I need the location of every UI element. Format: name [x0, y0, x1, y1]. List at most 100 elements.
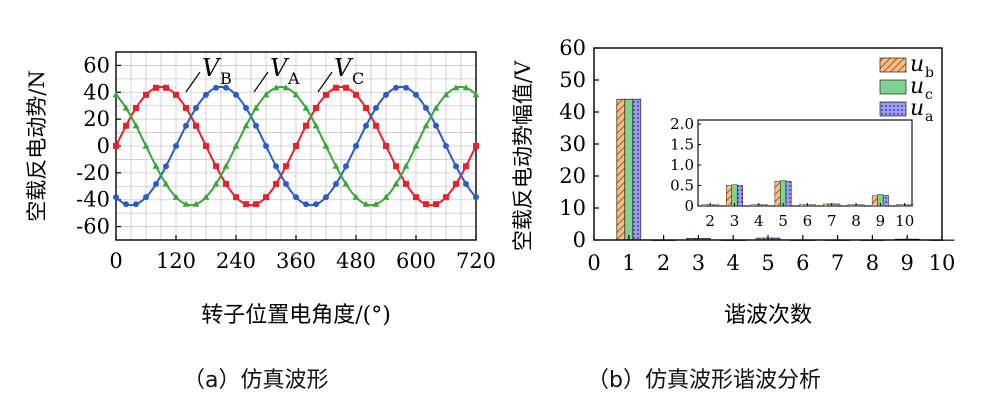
inset-bar-a-h8 [858, 204, 865, 207]
point-b [413, 91, 419, 98]
point-b [203, 91, 209, 98]
point-c [372, 200, 380, 207]
x-tick-label: 0 [587, 251, 600, 275]
point-a [293, 143, 299, 149]
point-b [453, 163, 459, 170]
point-c [332, 162, 340, 169]
point-b [443, 143, 449, 149]
point-c [352, 193, 360, 200]
point-b [303, 201, 309, 208]
point-c [302, 104, 310, 111]
x-tick-label: 360 [276, 249, 316, 273]
point-a [243, 201, 249, 208]
point-b [183, 122, 189, 129]
x-axis-label: 转子位置电角度/(°) [201, 303, 391, 328]
point-c [292, 91, 300, 98]
point-a [123, 122, 129, 129]
y-tick-label: 40 [83, 80, 110, 104]
x-tick-label: 4 [727, 251, 740, 275]
point-b [133, 201, 139, 208]
point-c [172, 193, 180, 200]
x-tick-label: 0 [109, 249, 122, 273]
y-tick-label: 60 [83, 53, 110, 77]
point-c [452, 84, 460, 91]
point-c [432, 104, 440, 111]
x-tick-label: 6 [796, 251, 809, 275]
inset-bar-b-h10 [896, 204, 903, 207]
point-a [273, 180, 279, 187]
bar-a-h1 [632, 98, 642, 241]
x-tick-label: 8 [866, 251, 879, 275]
point-a [133, 105, 139, 112]
legend-label-a: u [910, 96, 924, 121]
point-b [463, 180, 469, 187]
point-c [142, 142, 150, 149]
inset-x-tick-label: 2 [705, 212, 715, 230]
series-label-sub-a: A [287, 69, 300, 88]
y-axis-label: 空载反电动势幅值/V [511, 60, 535, 251]
point-b [233, 91, 239, 98]
x-tick-label: 2 [657, 251, 670, 275]
point-c [472, 91, 480, 98]
inset-bar-a-h6 [809, 204, 816, 207]
point-c [132, 122, 140, 129]
bar-c-h1 [624, 98, 634, 241]
inset-bar-b-h2 [701, 204, 708, 207]
point-c [342, 180, 350, 187]
point-b [123, 201, 129, 208]
x-tick-label: 240 [216, 249, 256, 273]
x-tick-label: 7 [831, 251, 844, 275]
point-c [392, 180, 400, 187]
x-tick-label: 9 [901, 251, 914, 275]
point-b [323, 194, 329, 201]
point-c [442, 91, 450, 98]
point-c [252, 104, 260, 111]
point-c [122, 104, 130, 111]
point-c [422, 122, 430, 129]
point-c [202, 193, 210, 200]
inset-bar-c-h5 [780, 180, 787, 207]
point-a [113, 143, 119, 149]
point-b [363, 122, 369, 129]
inset-x-tick-label: 5 [778, 212, 788, 230]
point-b [143, 194, 149, 201]
inset-bar-a-h10 [907, 204, 914, 207]
inset-bar-a-h9 [882, 195, 889, 207]
point-b [223, 84, 229, 91]
point-a [433, 201, 439, 208]
y-tick-label: 30 [559, 132, 586, 156]
point-b [313, 201, 319, 208]
y-axis-label: 空载反电动势/N [25, 70, 49, 221]
inset-bar-b-h8 [847, 204, 854, 207]
point-b [243, 105, 249, 112]
point-c [272, 84, 280, 91]
point-c [362, 200, 370, 207]
point-a [173, 91, 179, 98]
point-c [382, 193, 390, 200]
y-tick-label: 0 [97, 134, 110, 158]
point-b [193, 105, 199, 112]
inset-x-tick-label: 8 [851, 212, 861, 230]
callout-line-b [185, 71, 201, 93]
point-a [253, 201, 259, 208]
y-tick-label: -40 [76, 188, 110, 212]
point-a [403, 180, 409, 187]
point-a [143, 91, 149, 98]
caption-a: （a）仿真波形 [183, 368, 329, 393]
point-a [213, 163, 219, 170]
y-tick-label: -20 [76, 161, 110, 185]
inset-x-tick-label: 3 [730, 212, 740, 230]
inset-x-tick-label: 4 [754, 212, 764, 230]
point-b [163, 163, 169, 170]
point-a [223, 180, 229, 187]
y-tick-label: 0 [573, 228, 586, 252]
x-tick-label: 1 [622, 251, 635, 275]
inset-x-tick-label: 10 [895, 212, 914, 230]
legend-label-b: u [910, 52, 924, 77]
point-a [393, 163, 399, 170]
point-a [343, 84, 349, 91]
bar-a-h10 [945, 239, 955, 241]
x-axis-label: 谐波次数 [724, 303, 812, 328]
point-c [262, 91, 270, 98]
